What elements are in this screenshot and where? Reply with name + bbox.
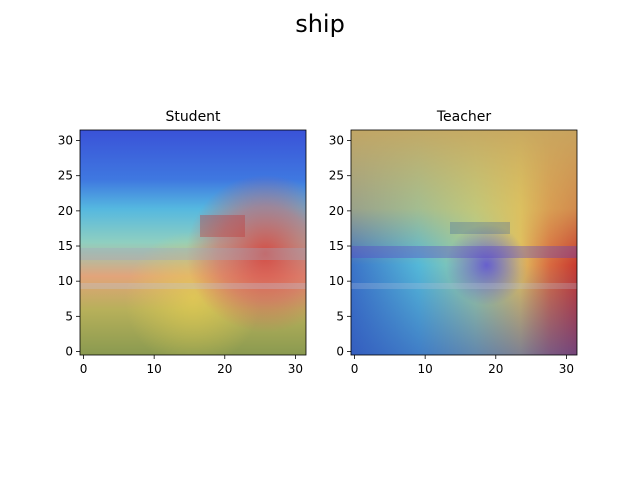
student-ytick-label: 20 bbox=[58, 204, 73, 218]
teacher-ytick-label: 10 bbox=[329, 274, 344, 288]
teacher-frame bbox=[350, 129, 578, 356]
student-xtick-label: 10 bbox=[147, 362, 162, 376]
teacher-ytick-label: 30 bbox=[329, 134, 344, 148]
student-panel: Student 0 10 20 30 0 5 10 15 20 25 30 bbox=[58, 109, 307, 376]
student-xtick-label: 20 bbox=[217, 362, 232, 376]
student-ytick-label: 10 bbox=[58, 274, 73, 288]
teacher-ytick-label: 0 bbox=[336, 344, 344, 358]
teacher-title: Teacher bbox=[436, 109, 492, 125]
teacher-heatmap bbox=[351, 130, 577, 355]
teacher-ytick-label: 20 bbox=[329, 204, 344, 218]
student-axes: 0 10 20 30 0 5 10 15 20 25 30 bbox=[58, 134, 303, 376]
figure-suptitle: ship bbox=[295, 10, 345, 38]
student-ytick-label: 0 bbox=[65, 344, 73, 358]
teacher-ytick-label: 15 bbox=[329, 239, 344, 253]
student-title: Student bbox=[165, 109, 221, 125]
teacher-xtick-label: 30 bbox=[559, 362, 574, 376]
teacher-panel: Teacher 0 10 20 30 0 5 10 15 20 25 30 bbox=[329, 109, 578, 376]
student-ytick-label: 30 bbox=[58, 134, 73, 148]
teacher-xtick-label: 10 bbox=[418, 362, 433, 376]
student-ytick-label: 5 bbox=[65, 309, 73, 323]
student-xtick-label: 30 bbox=[288, 362, 303, 376]
student-heatmap bbox=[80, 130, 306, 355]
student-frame bbox=[79, 129, 307, 356]
teacher-axes: 0 10 20 30 0 5 10 15 20 25 30 bbox=[329, 134, 574, 376]
teacher-xtick-label: 0 bbox=[351, 362, 359, 376]
student-ytick-label: 25 bbox=[58, 169, 73, 183]
teacher-xtick-label: 20 bbox=[488, 362, 503, 376]
teacher-ytick-label: 5 bbox=[336, 309, 344, 323]
student-xtick-label: 0 bbox=[80, 362, 88, 376]
student-ytick-label: 15 bbox=[58, 239, 73, 253]
teacher-ytick-label: 25 bbox=[329, 169, 344, 183]
